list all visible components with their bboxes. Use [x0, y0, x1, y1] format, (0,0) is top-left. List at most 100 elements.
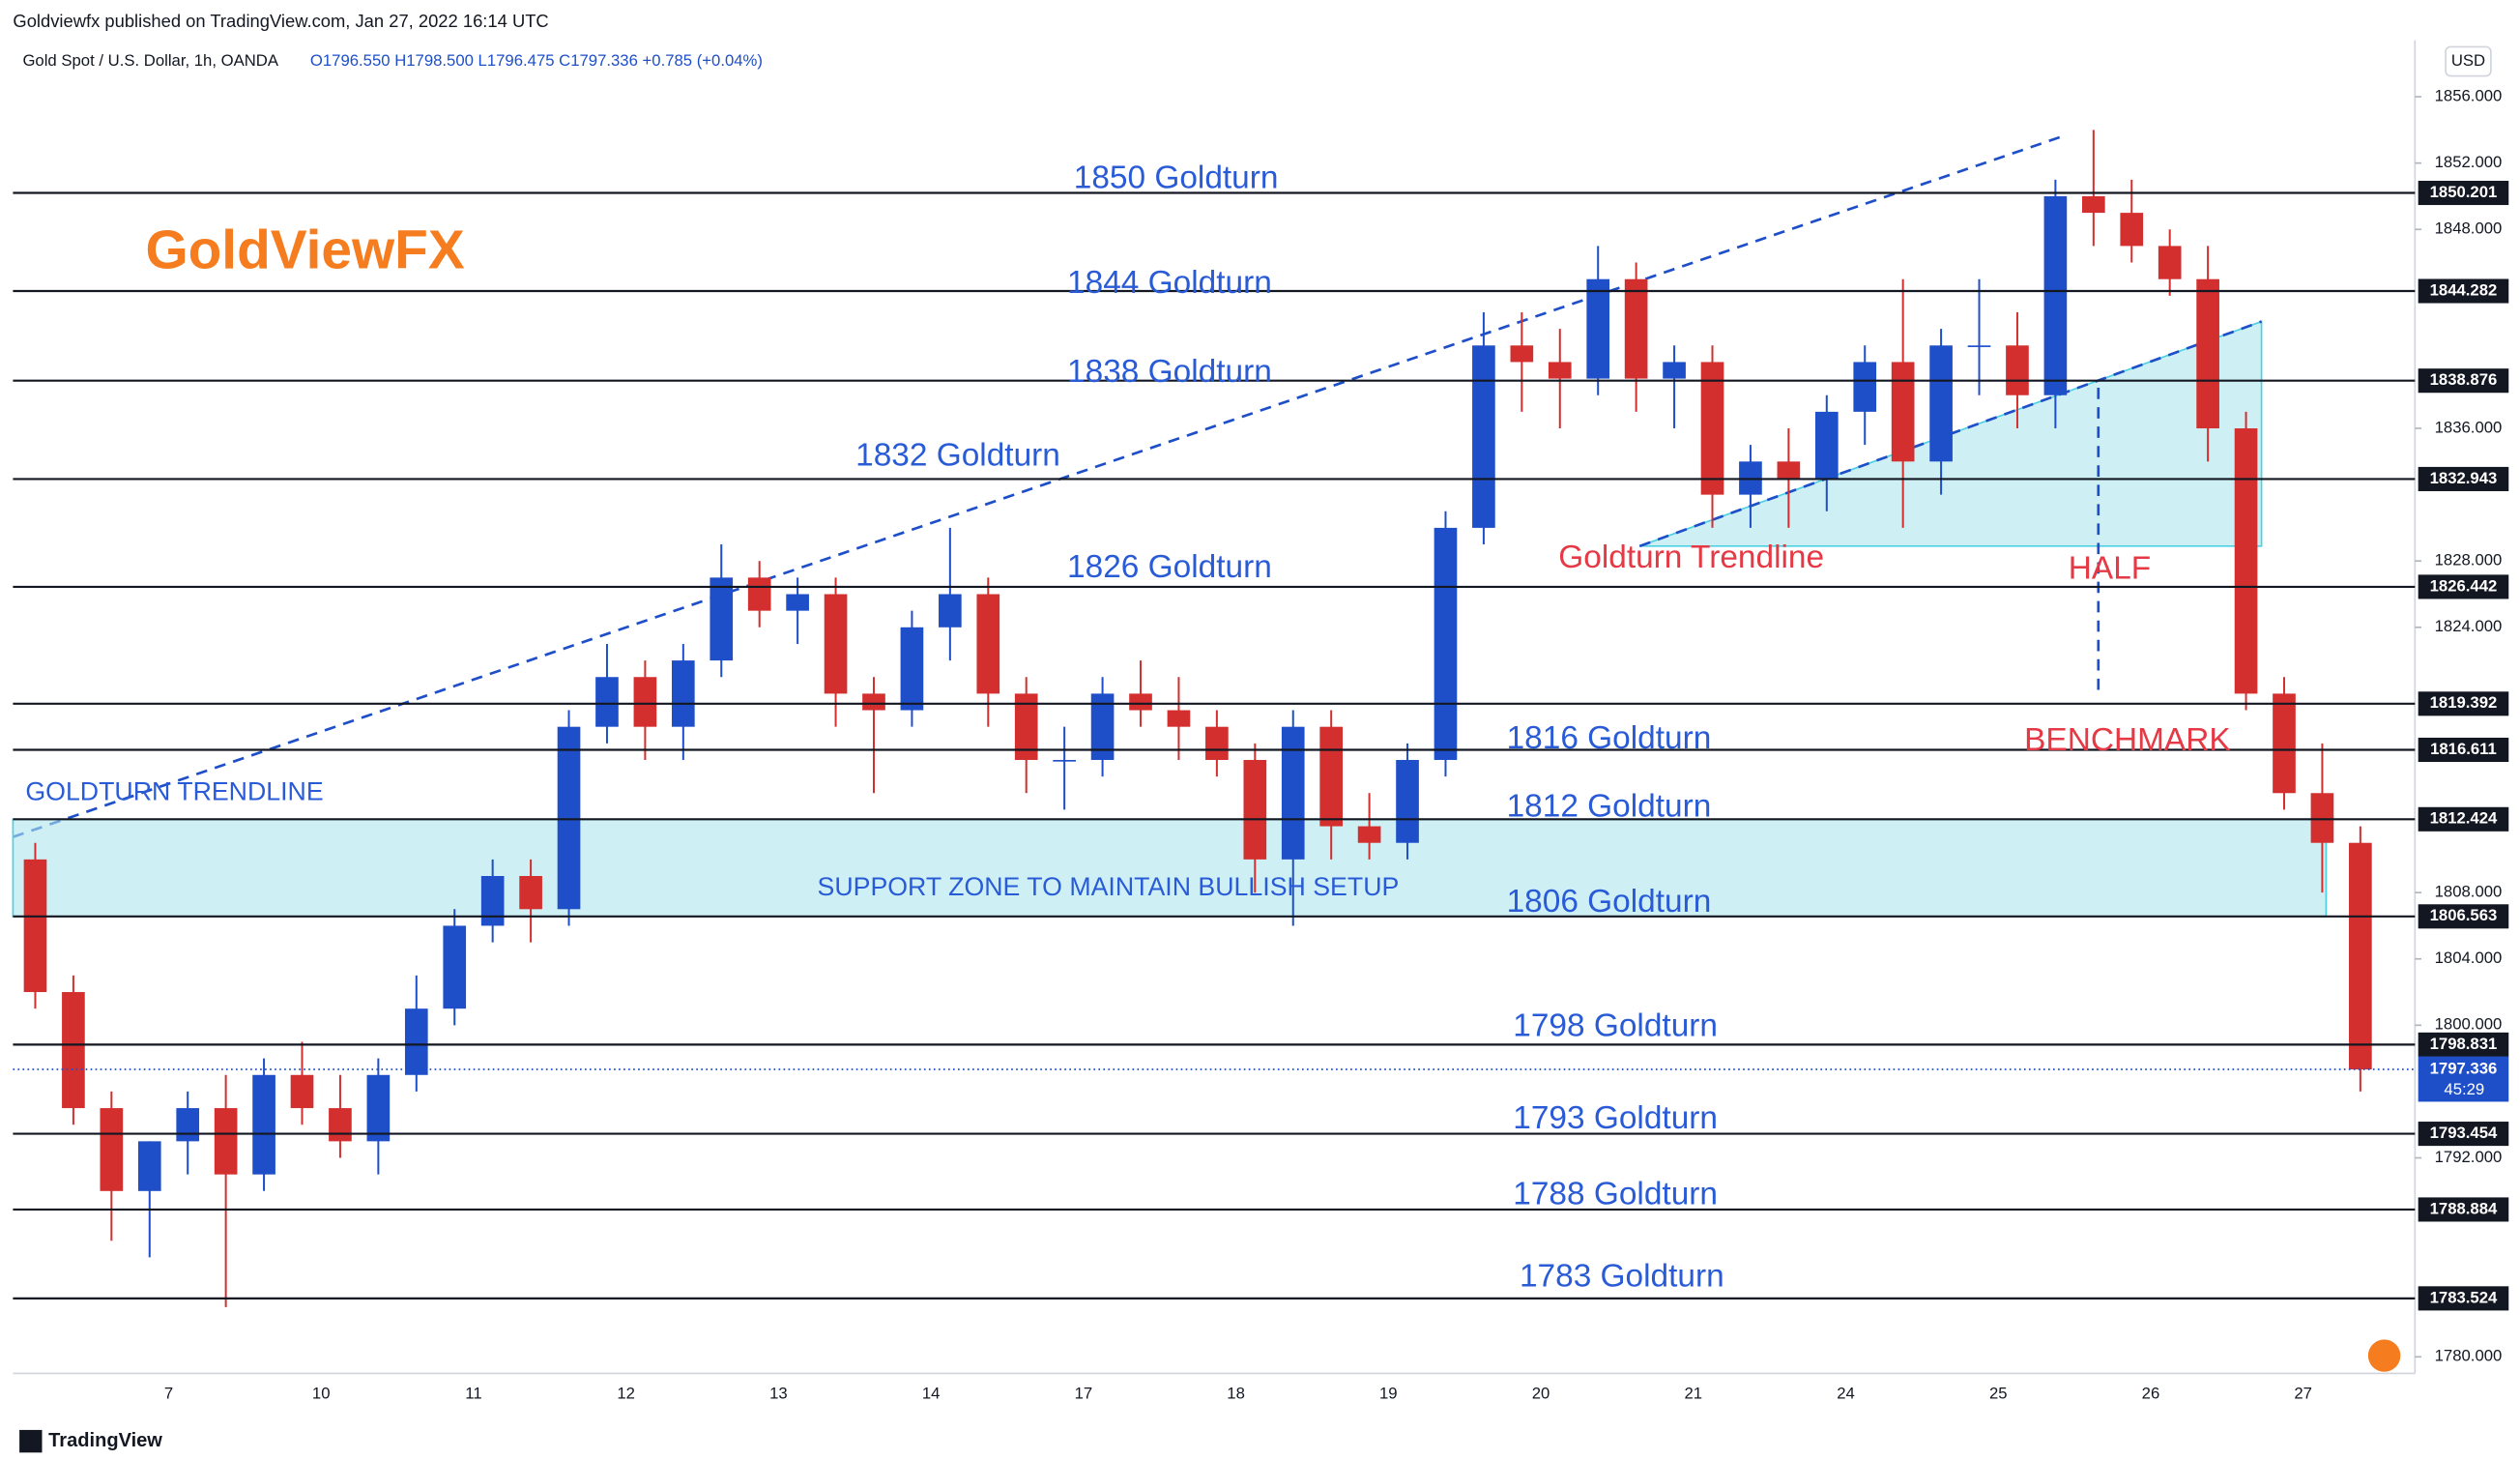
level-price-label: 1783.524	[2430, 1288, 2498, 1306]
candle-body	[1586, 278, 1610, 379]
x-tick-label: 11	[465, 1385, 481, 1403]
annotation: 1826 Goldturn	[1067, 549, 1272, 585]
x-tick-label: 21	[1684, 1385, 1702, 1403]
candle-body	[1663, 362, 1686, 379]
candle-body	[976, 594, 1000, 694]
support-zone	[12, 818, 2328, 918]
candle-body	[1129, 693, 1152, 711]
candle-body	[1090, 693, 1115, 760]
level-price-label: 1838.876	[2430, 370, 2498, 389]
level-price-label: 1788.884	[2430, 1199, 2498, 1217]
annotation: 1850 Goldturn	[1074, 160, 1279, 195]
brand: TradingView	[48, 1430, 162, 1451]
level-price-box	[2418, 806, 2509, 832]
annotation: 1783 Goldturn	[1520, 1259, 1724, 1295]
currency-box[interactable]	[2445, 45, 2492, 77]
level-price-box	[2418, 368, 2509, 394]
level-price-label: 1826.442	[2430, 576, 2498, 595]
candle-body	[939, 594, 962, 628]
candle-body	[404, 1008, 428, 1075]
annotation: 1806 Goldturn	[1507, 884, 1712, 920]
candle-body	[1624, 278, 1648, 379]
y-tick-label: 1836.000	[2435, 418, 2503, 436]
last-price-box	[2418, 1056, 2509, 1102]
candle-body	[2310, 793, 2334, 843]
candle-body	[1853, 362, 1877, 412]
y-tick-label: 1804.000	[2435, 949, 2503, 967]
annotation: 1798 Goldturn	[1513, 1008, 1718, 1044]
level-price-label: 1812.424	[2430, 809, 2498, 828]
y-tick-label: 1780.000	[2435, 1347, 2503, 1365]
level-price-box	[2418, 1032, 2509, 1057]
candle-body	[2043, 195, 2068, 395]
x-tick-label: 10	[312, 1385, 331, 1403]
x-tick-label: 17	[1075, 1385, 1093, 1403]
x-tick-label: 12	[617, 1385, 635, 1403]
level-price-box	[2418, 691, 2509, 716]
candle-body	[1167, 710, 1191, 727]
candle-body	[519, 876, 542, 910]
candle-body	[137, 1141, 161, 1191]
currency[interactable]: USD	[2451, 51, 2485, 70]
candle-body	[2006, 345, 2029, 395]
y-tick-label: 1824.000	[2435, 617, 2503, 635]
level-price-box	[2418, 180, 2509, 206]
candle-body	[2120, 213, 2144, 247]
x-tick-label: 24	[1837, 1385, 1855, 1403]
events-icon[interactable]	[2367, 1339, 2401, 1372]
brand-logo	[19, 1429, 43, 1453]
y-tick-label: 1856.000	[2435, 87, 2503, 105]
x-tick-label: 18	[1227, 1385, 1245, 1403]
level-price-box	[2418, 278, 2509, 304]
candle-body	[1319, 726, 1344, 827]
candle-body	[1472, 345, 1495, 528]
annotation: BENCHMARK	[2024, 722, 2230, 758]
level-price-box	[2418, 1122, 2509, 1147]
candle-body	[443, 925, 467, 1009]
candle-body	[786, 594, 809, 611]
candle-body	[633, 677, 657, 727]
candle-body	[23, 859, 47, 993]
level-price-box	[2418, 904, 2509, 929]
candle-body	[710, 577, 734, 661]
x-tick-label: 20	[1532, 1385, 1550, 1403]
candle-body	[1205, 726, 1229, 760]
candle-body	[366, 1074, 391, 1142]
x-tick-label: 7	[164, 1385, 173, 1403]
annotation: 1793 Goldturn	[1513, 1100, 1718, 1136]
x-tick-label: 19	[1379, 1385, 1398, 1403]
annotation: 1812 Goldturn	[1507, 788, 1712, 824]
annotation: 1788 Goldturn	[1513, 1176, 1718, 1212]
x-tick-label: 14	[922, 1385, 941, 1403]
x-tick-label: 13	[769, 1385, 788, 1403]
level-price-box	[2418, 466, 2509, 491]
candle-body	[214, 1108, 238, 1175]
level-price-box	[2418, 1197, 2509, 1222]
level-price-label: 1816.611	[2430, 740, 2497, 758]
y-tick-label: 1848.000	[2435, 219, 2503, 238]
y-tick-label: 1828.000	[2435, 551, 2503, 569]
candle-body	[1014, 693, 1038, 760]
annotation: 1844 Goldturn	[1067, 265, 1272, 301]
candle-body	[2158, 246, 2182, 279]
candle-body	[824, 594, 848, 694]
candle-body	[252, 1074, 275, 1175]
y-tick-label: 1800.000	[2435, 1015, 2503, 1034]
x-tick-label: 26	[2142, 1385, 2160, 1403]
annotation: Goldturn Trendline	[1558, 540, 1824, 575]
annotation: HALF	[2069, 551, 2151, 587]
candle-body	[1053, 759, 1076, 762]
level-price-label: 1793.454	[2430, 1124, 2498, 1142]
countdown: 45:29	[2444, 1080, 2484, 1098]
candle-body	[2349, 842, 2372, 1070]
annotation: 1832 Goldturn	[855, 438, 1060, 474]
x-tick-label: 25	[1989, 1385, 2008, 1403]
candle-body	[290, 1074, 314, 1109]
candle-body	[1777, 461, 1801, 479]
candle-body	[1510, 345, 1534, 363]
level-price-label: 1798.831	[2430, 1035, 2498, 1053]
candle-body	[1434, 527, 1458, 760]
